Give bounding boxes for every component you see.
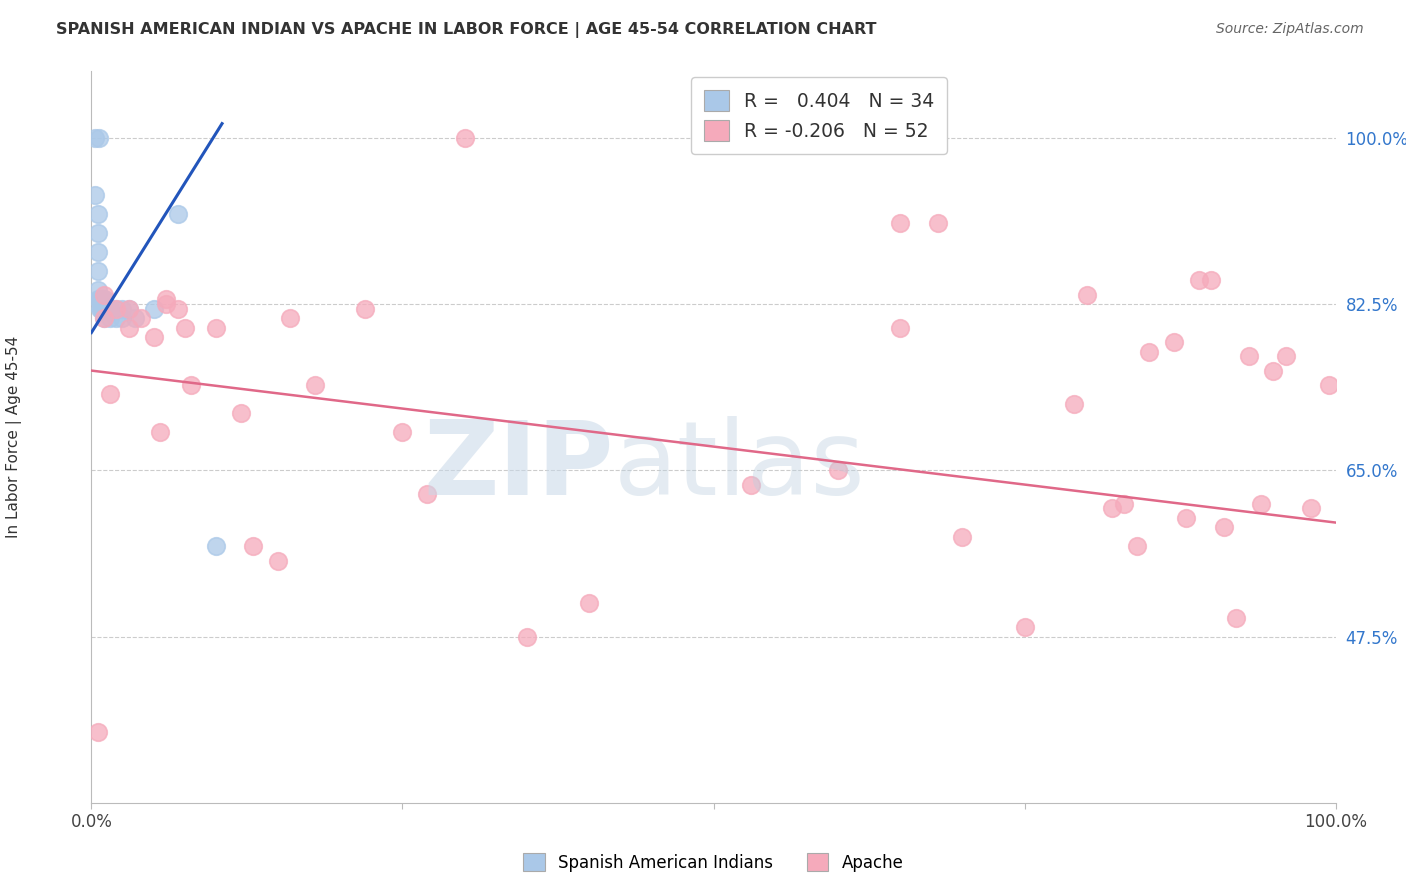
Point (93, 301, 115, 316)
Point (927, 216, 949, 230)
Point (111, 311, 134, 326)
Point (242, 539, 264, 553)
Point (105, 301, 128, 316)
Point (86, 283, 108, 297)
Point (229, 406, 252, 420)
Point (93, 301, 115, 316)
Point (90, 293, 112, 307)
Point (280, 311, 302, 326)
Point (304, 377, 326, 392)
Point (740, 477, 762, 491)
Point (98, 301, 121, 316)
Point (89, 293, 111, 307)
Point (86, 724, 108, 739)
Point (173, 321, 195, 335)
Point (93, 293, 115, 307)
Point (93, 311, 115, 326)
Point (91, 301, 114, 316)
Point (1101, 501, 1123, 516)
Text: Source: ZipAtlas.com: Source: ZipAtlas.com (1216, 22, 1364, 37)
Point (93, 311, 115, 326)
Point (167, 207, 190, 221)
Point (1076, 287, 1098, 301)
Point (86, 293, 108, 307)
Point (205, 321, 228, 335)
Point (142, 330, 165, 344)
Point (86, 264, 108, 278)
Text: ZIP: ZIP (423, 416, 614, 516)
Point (416, 487, 439, 501)
Legend: Spanish American Indians, Apache: Spanish American Indians, Apache (517, 847, 910, 879)
Point (1263, 363, 1285, 377)
Point (87, 131, 110, 145)
Point (118, 321, 141, 335)
Point (1163, 335, 1185, 350)
Point (1114, 497, 1136, 511)
Point (86, 207, 108, 221)
Point (118, 301, 141, 316)
Point (391, 425, 413, 440)
Point (98, 311, 121, 326)
Point (1188, 273, 1211, 287)
Point (96, 301, 118, 316)
Point (1237, 349, 1260, 363)
Point (98, 387, 121, 401)
Text: SPANISH AMERICAN INDIAN VS APACHE IN LABOR FORCE | AGE 45-54 CORRELATION CHART: SPANISH AMERICAN INDIAN VS APACHE IN LAB… (56, 22, 877, 38)
Point (516, 630, 538, 644)
Point (889, 321, 911, 335)
Point (180, 377, 202, 392)
Point (1275, 349, 1298, 363)
Point (155, 293, 177, 307)
Point (84, 187, 107, 202)
Point (149, 425, 172, 440)
Point (89, 301, 111, 316)
Y-axis label: In Labor Force | Age 45-54: In Labor Force | Age 45-54 (6, 336, 22, 538)
Point (1225, 610, 1247, 624)
Point (1299, 501, 1322, 516)
Point (1212, 520, 1234, 534)
Point (93, 287, 115, 301)
Point (1175, 511, 1198, 525)
Point (155, 297, 177, 311)
Point (1125, 539, 1147, 553)
Point (90, 301, 112, 316)
Point (124, 311, 146, 326)
Point (1319, 377, 1341, 392)
Point (111, 301, 134, 316)
Point (827, 463, 849, 477)
Point (1063, 397, 1085, 411)
Point (105, 301, 128, 316)
Point (105, 311, 128, 326)
Point (90, 293, 112, 307)
Point (91, 301, 114, 316)
Point (1137, 344, 1160, 359)
Point (1201, 273, 1223, 287)
Point (1014, 620, 1036, 634)
Point (205, 539, 228, 553)
Point (86, 244, 108, 259)
Point (84, 131, 107, 145)
Point (950, 530, 973, 544)
Point (118, 301, 141, 316)
Point (142, 301, 165, 316)
Point (453, 131, 475, 145)
Point (889, 216, 911, 230)
Point (354, 301, 377, 316)
Point (86, 226, 108, 240)
Point (129, 311, 152, 326)
Point (96, 301, 118, 316)
Point (1250, 497, 1272, 511)
Point (578, 596, 600, 610)
Point (267, 553, 290, 567)
Point (93, 293, 115, 307)
Text: atlas: atlas (614, 416, 866, 516)
Point (167, 301, 190, 316)
